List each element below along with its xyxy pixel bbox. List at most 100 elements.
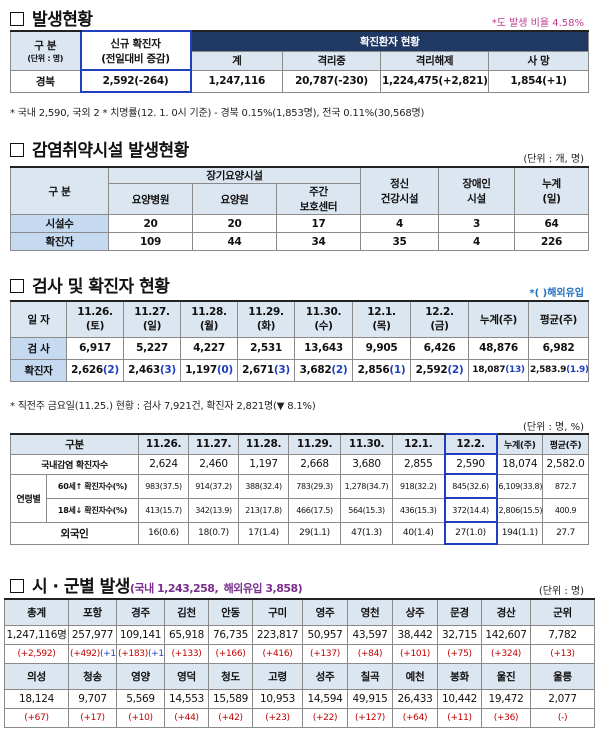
city-cell: (+64) [392, 707, 438, 728]
city-cell: 구미 [252, 598, 303, 626]
header-case-status: 확진환자 현황 [189, 30, 590, 52]
row-label-facilities: 시설수 [10, 214, 109, 233]
city-cell: 상주 [392, 598, 438, 626]
city-cell: 경산 [481, 598, 531, 626]
city-cell: (+324) [481, 643, 531, 664]
city-cell: (+17) [68, 707, 117, 728]
city-row1-changes: (+2,592)(+492)(+1)(+183)(+1)(+133)(+166)… [4, 643, 595, 664]
city-cell: 군위 [530, 598, 595, 626]
city-cell: (+127) [347, 707, 393, 728]
header-released: 격리해제 [380, 50, 489, 71]
occurrence-note: * 국내 2,590, 국외 2 * 치명률(12. 1. 0시 기준) - 경… [10, 108, 425, 119]
facilities-unit: (단위 : 개, 명) [523, 154, 584, 165]
test-value: 6,917 [66, 336, 124, 360]
cell-value: 17 [275, 214, 362, 233]
city-cell: 영양 [116, 662, 165, 690]
checkbox-square-icon [10, 279, 24, 293]
header-disability: 장애인 시설 [438, 166, 516, 215]
age60-value: 918(32.2) [392, 473, 446, 499]
section-title-city-county: 시 · 군별 발생(국내 1,243,258, 해외유입 3,858) [10, 572, 303, 597]
cell-value: 4 [438, 232, 516, 251]
header-date: 11.27. [188, 433, 240, 455]
city-row2-totals: 18,124 9,707 5,569 14,553 15,589 10,953 14,594… [4, 688, 595, 709]
domestic-value: 2,460 [188, 453, 240, 475]
city-cell: 울진 [481, 662, 531, 690]
checkbox-square-icon [10, 579, 24, 593]
age18-value: 342(13.9) [188, 497, 240, 523]
header-deaths: 사 망 [487, 50, 590, 71]
foreign-value: 18(0.7) [188, 521, 240, 545]
city-cell: (+416) [252, 643, 303, 664]
header-day-care: 주간 보호센터 [275, 183, 362, 215]
cell-value: 109 [108, 232, 193, 251]
confirmed-average: 2,583.9(1.9) [528, 358, 589, 382]
city-cell: 문경 [437, 598, 482, 626]
city-cell: 칠곡 [347, 662, 393, 690]
header-average-week: 평균(주) [528, 300, 589, 338]
foreign-value: 29(1.1) [288, 521, 342, 545]
domestic-value: 1,197 [238, 453, 290, 475]
city-cell: 의성 [4, 662, 69, 690]
cell-value: 35 [360, 232, 440, 251]
city-cell: (+42) [208, 707, 253, 728]
facilities-table: 구 분 장기요양시설 정신 건강시설 장애인 시설 누계 (일) 요양병원 요양원 주… [10, 166, 590, 251]
test-value: 13,643 [294, 336, 353, 360]
age-table-unit: (단위 : 명, %) [523, 422, 584, 433]
city-cell: 9,707 [68, 688, 117, 709]
age18-value: 413(15.7) [138, 497, 190, 523]
city-cell: (+183)(+1) [116, 643, 165, 664]
header-date: 11.29. [288, 433, 342, 455]
foreign-value: 40(1.4) [392, 521, 446, 545]
header-new-cases: 신규 확진자 (전일대비 증감) [79, 30, 192, 71]
overseas-total-note: 해외유입 3,858) [223, 582, 303, 595]
city-cell: 18,124 [4, 688, 69, 709]
row-label-domestic: 국내감염 확진자수 [9, 453, 140, 475]
domestic-value: 2,668 [288, 453, 342, 475]
occurrence-ratio: *도 발생 비율 4.58% [491, 18, 584, 29]
city-cell: 안동 [208, 598, 253, 626]
cell-value: 44 [192, 232, 277, 251]
age60-value: 783(29.3) [288, 473, 342, 499]
city-cell: 43,597 [347, 624, 393, 645]
confirmed-value: 2,592(2) [410, 358, 469, 382]
city-cell: 76,735 [208, 624, 253, 645]
confirmed-value: 2,856(1) [352, 358, 411, 382]
age60-value-highlighted: 845(32.6) [443, 473, 498, 499]
test-value: 9,905 [352, 336, 411, 360]
age60-cumulative: 6,109(33.8) [496, 473, 544, 499]
city-cell: 109,141 [116, 624, 165, 645]
city-cell: 성주 [302, 662, 348, 690]
age-table: 구분 11.26. 11.27. 11.28. 11.29. 11.30. 12… [9, 433, 590, 545]
city-cell: (+2,592) [4, 643, 69, 664]
city-cell: 5,569 [116, 688, 165, 709]
header-day-5: 12.1. (목) [352, 300, 411, 338]
header-date: 12.1. [392, 433, 446, 455]
city-cell: (+75) [437, 643, 482, 664]
city-cell: 257,977 [68, 624, 117, 645]
city-cell: 50,957 [302, 624, 348, 645]
row-label-age60: 60세↑ 확진자수(%) [45, 473, 140, 499]
age18-value: 564(15.3) [340, 497, 394, 523]
header-gubun: 구 분 [10, 166, 109, 215]
section-title-occurrence: 발생현황 [10, 5, 93, 30]
city-cell: 223,817 [252, 624, 303, 645]
released-value: 1,224,475(+2,821) [380, 69, 489, 93]
age60-value: 983(37.5) [138, 473, 190, 499]
city-cell: (+84) [347, 643, 393, 664]
city-cell: 10,953 [252, 688, 303, 709]
city-cell: 영천 [347, 598, 393, 626]
city-cell: 49,915 [347, 688, 393, 709]
header-gubun: 구분 [9, 433, 140, 455]
age18-value: 213(17.8) [238, 497, 290, 523]
city-cell: (+166) [208, 643, 253, 664]
city-table-unit: (단위 : 명) [538, 586, 584, 597]
city-cell: 14,553 [164, 688, 209, 709]
confirmed-value: 1,197(0) [180, 358, 238, 382]
city-cell: 15,589 [208, 688, 253, 709]
city-cell: (+101) [392, 643, 438, 664]
header-day-2: 11.28. (월) [180, 300, 238, 338]
header-isolating: 격리중 [282, 50, 381, 71]
city-row2-changes: (+67) (+17) (+10) (+44) (+42) (+23) (+22) (+127… [4, 707, 595, 728]
confirmed-value: 3,682(2) [294, 358, 353, 382]
age18-value-highlighted: 372(14.4) [443, 497, 498, 523]
